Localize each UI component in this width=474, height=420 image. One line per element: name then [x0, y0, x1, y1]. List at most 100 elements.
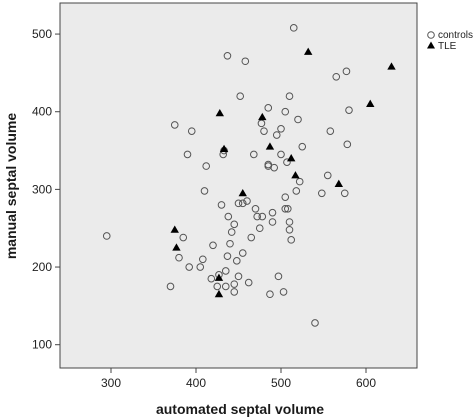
data-point-controls	[285, 218, 294, 226]
data-point-controls	[223, 52, 232, 60]
data-point-controls	[264, 160, 273, 169]
data-points	[102, 24, 396, 327]
x-tick-label: 500	[271, 376, 291, 390]
data-point-controls	[295, 177, 304, 186]
data-point-controls	[277, 150, 285, 159]
data-point-controls	[238, 199, 247, 208]
y-tick-label: 200	[32, 260, 52, 274]
data-point-controls	[264, 104, 273, 112]
data-point-controls	[255, 224, 264, 233]
y-axis: 100 200 300 400 500	[32, 27, 60, 352]
data-point-controls	[226, 239, 234, 248]
legend-tle-label: TLE	[438, 41, 457, 52]
data-point-tle	[304, 47, 313, 55]
data-point-controls	[234, 272, 243, 281]
data-point-controls	[233, 257, 241, 265]
data-point-controls	[187, 127, 196, 135]
data-point-controls	[207, 274, 216, 283]
data-point-controls	[199, 255, 207, 264]
data-point-controls	[241, 57, 250, 66]
data-point-controls	[298, 142, 307, 151]
y-axis-title: manual septal volume	[3, 113, 19, 259]
data-point-controls	[258, 212, 267, 221]
data-point-controls	[270, 163, 279, 172]
plot-area	[59, 2, 418, 369]
data-point-tle	[366, 99, 375, 107]
data-point-controls	[213, 282, 222, 291]
x-tick-label: 300	[101, 376, 121, 390]
data-point-controls	[281, 204, 290, 213]
data-point-controls	[202, 162, 210, 170]
y-tick-label: 100	[32, 338, 52, 352]
data-point-tle	[219, 144, 229, 152]
data-point-tle	[265, 142, 275, 150]
data-point-controls	[281, 107, 290, 116]
data-point-controls	[227, 228, 236, 236]
y-tick-label: 400	[32, 105, 52, 119]
y-tick-label: 500	[32, 27, 52, 41]
data-point-controls	[294, 115, 302, 124]
data-point-controls	[281, 193, 290, 201]
data-point-controls	[170, 121, 179, 129]
data-point-controls	[272, 131, 281, 139]
data-point-controls	[243, 197, 251, 205]
x-axis: 300 400 500 600	[101, 368, 376, 390]
data-point-controls	[102, 232, 111, 240]
data-point-controls	[200, 187, 209, 195]
data-point-controls	[274, 272, 283, 281]
data-point-tle	[287, 154, 296, 162]
data-point-controls	[209, 241, 217, 250]
data-point-controls	[230, 288, 239, 296]
data-point-controls	[230, 280, 239, 288]
data-point-tle	[214, 273, 224, 281]
data-point-controls	[183, 150, 192, 159]
data-point-controls	[196, 263, 205, 271]
data-point-tle	[170, 225, 179, 233]
data-point-controls	[343, 140, 352, 149]
data-point-tle	[172, 243, 181, 251]
data-point-controls	[283, 158, 291, 167]
data-point-controls	[236, 92, 244, 100]
data-point-controls	[251, 204, 260, 213]
data-point-controls	[342, 67, 351, 76]
data-point-controls	[260, 127, 268, 135]
data-point-controls	[311, 319, 319, 327]
data-point-controls	[223, 252, 232, 260]
legend-tle-marker	[427, 41, 435, 49]
data-point-controls	[247, 233, 256, 242]
legend-controls-label: controls	[438, 30, 473, 41]
data-point-controls	[292, 187, 301, 195]
data-point-controls	[289, 24, 298, 32]
data-point-controls	[238, 249, 247, 257]
data-point-controls	[253, 212, 262, 221]
data-point-tle	[291, 171, 300, 179]
x-tick-label: 600	[356, 376, 376, 390]
data-point-controls	[221, 267, 230, 275]
data-point-controls	[277, 125, 285, 133]
x-axis-title: automated septal volume	[156, 401, 324, 417]
data-point-controls	[230, 220, 239, 229]
data-point-controls	[285, 92, 294, 100]
data-point-controls	[166, 282, 175, 291]
data-point-controls	[217, 201, 226, 209]
y-tick-label: 300	[32, 182, 52, 196]
data-point-tle	[215, 108, 224, 117]
data-point-tle	[334, 179, 343, 187]
data-point-controls	[279, 288, 288, 296]
x-tick-label: 400	[186, 376, 206, 390]
data-point-controls	[345, 106, 353, 114]
data-point-controls	[340, 189, 349, 198]
data-point-controls	[250, 150, 258, 159]
data-point-controls	[318, 189, 326, 198]
data-point-controls	[268, 208, 277, 217]
data-point-tle	[387, 62, 396, 70]
data-point-controls	[332, 72, 341, 81]
data-point-controls	[268, 218, 277, 226]
data-point-controls	[175, 253, 183, 262]
data-point-controls	[326, 127, 335, 135]
data-point-controls	[179, 233, 188, 242]
data-point-controls	[224, 212, 233, 221]
data-point-controls	[266, 290, 274, 299]
data-point-controls	[323, 171, 332, 180]
data-point-tle	[258, 112, 267, 121]
